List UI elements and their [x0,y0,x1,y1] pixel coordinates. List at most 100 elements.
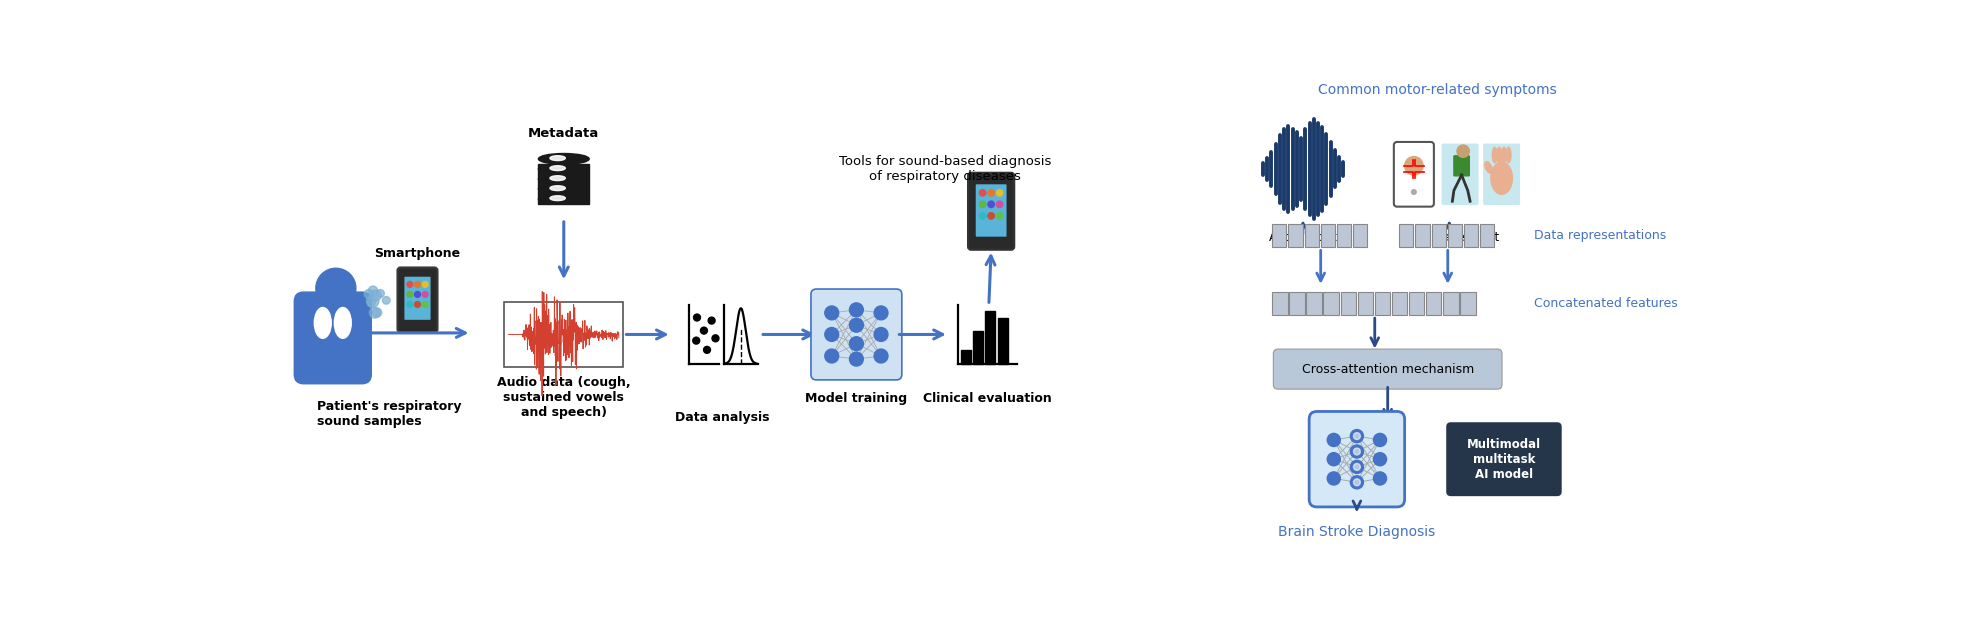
Text: Concatenated features: Concatenated features [1533,297,1678,310]
Text: Common motor-related symptoms: Common motor-related symptoms [1318,82,1557,97]
Text: Metadata: Metadata [528,128,599,140]
Circle shape [824,306,838,320]
Circle shape [423,281,429,287]
Text: Multimodal
multitask
AI model: Multimodal multitask AI model [1466,438,1541,480]
Circle shape [370,307,379,318]
Text: Tools for sound-based diagnosis
of respiratory diseases: Tools for sound-based diagnosis of respi… [838,155,1051,183]
Bar [1480,224,1494,247]
Bar [1399,224,1413,247]
Circle shape [423,292,429,298]
Bar [1358,292,1373,315]
Circle shape [407,301,413,307]
Circle shape [1456,145,1470,157]
Circle shape [407,292,413,298]
Circle shape [364,289,373,299]
Circle shape [694,337,700,344]
Bar [1304,224,1318,247]
FancyBboxPatch shape [1273,349,1502,389]
Bar [1442,292,1458,315]
Circle shape [850,337,864,350]
Circle shape [873,328,887,341]
Text: Patient's respiratory
sound samples: Patient's respiratory sound samples [318,400,462,428]
Circle shape [1350,460,1363,473]
Bar [986,311,996,364]
Ellipse shape [549,196,565,200]
Circle shape [703,346,711,354]
FancyBboxPatch shape [405,277,431,320]
Text: Audio data (cough,
sustained vowels
and speech): Audio data (cough, sustained vowels and … [498,377,630,419]
Ellipse shape [334,308,352,338]
Circle shape [1328,433,1340,446]
Bar [1354,224,1367,247]
Text: Data representations: Data representations [1533,229,1666,242]
Circle shape [694,314,700,321]
Ellipse shape [549,185,565,191]
Circle shape [1373,453,1387,466]
FancyBboxPatch shape [1442,144,1478,205]
Circle shape [700,327,707,334]
Circle shape [1411,190,1417,194]
Bar [1288,224,1302,247]
Circle shape [407,281,413,287]
Circle shape [1354,479,1359,486]
Circle shape [1328,453,1340,466]
Ellipse shape [537,153,589,164]
Ellipse shape [1502,147,1506,163]
Bar [1324,292,1340,315]
Circle shape [980,213,986,219]
Bar [1273,224,1286,247]
FancyBboxPatch shape [968,173,1014,250]
Ellipse shape [1506,147,1512,163]
Bar [537,194,589,204]
Circle shape [1354,464,1359,470]
Bar [1415,224,1431,247]
Bar [1431,224,1446,247]
Bar [1288,292,1304,315]
Bar [326,293,340,308]
Bar [1273,292,1288,315]
Circle shape [873,349,887,363]
Circle shape [316,269,356,308]
Circle shape [415,292,421,298]
Bar [1320,224,1336,247]
Ellipse shape [314,308,332,338]
Circle shape [980,201,986,207]
Ellipse shape [537,164,589,175]
Circle shape [980,189,986,196]
Text: Smartphone: Smartphone [373,247,460,260]
Bar [1448,224,1462,247]
Ellipse shape [1498,147,1502,163]
Text: Data analysis: Data analysis [676,411,771,424]
Circle shape [1350,445,1363,458]
Circle shape [370,290,381,301]
Bar [1464,224,1478,247]
Circle shape [824,349,838,363]
Circle shape [1373,472,1387,485]
FancyBboxPatch shape [1393,142,1435,207]
Ellipse shape [1484,162,1492,173]
Circle shape [1373,433,1387,446]
Circle shape [996,189,1004,196]
Text: Brain Stroke Diagnosis: Brain Stroke Diagnosis [1278,526,1435,540]
FancyBboxPatch shape [1446,422,1561,496]
Ellipse shape [537,173,589,184]
Circle shape [1350,476,1363,489]
Text: Model training: Model training [806,392,907,405]
Ellipse shape [549,156,565,160]
Circle shape [368,286,377,295]
Text: Image input: Image input [1427,231,1498,243]
FancyBboxPatch shape [810,289,901,380]
FancyBboxPatch shape [1484,144,1520,205]
Circle shape [1405,156,1423,175]
Circle shape [850,303,864,317]
Bar [1460,292,1476,315]
Ellipse shape [537,184,589,194]
FancyBboxPatch shape [397,267,437,332]
Circle shape [1328,472,1340,485]
Circle shape [711,335,719,342]
Circle shape [1354,433,1359,440]
Circle shape [824,328,838,341]
Bar [504,302,624,367]
Bar [537,184,589,194]
Text: Clinical evaluation: Clinical evaluation [923,392,1051,405]
